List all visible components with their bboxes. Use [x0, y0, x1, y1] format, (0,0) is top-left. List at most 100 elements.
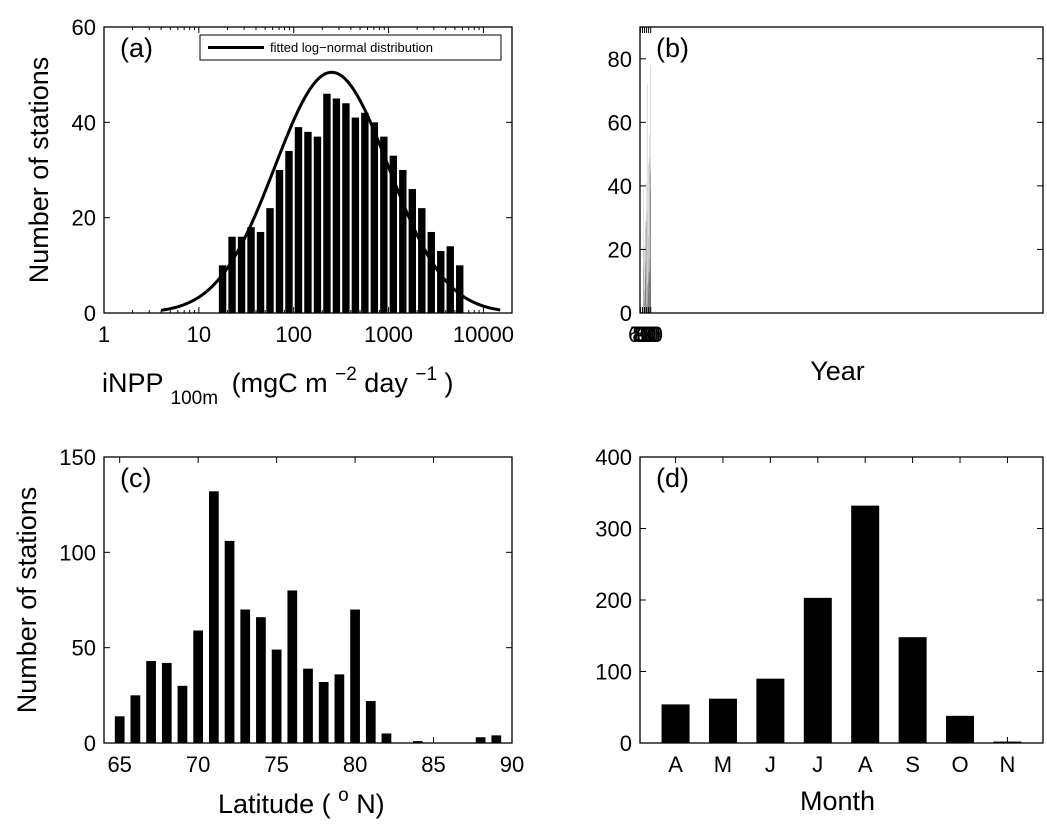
latitude-bar: [365, 701, 376, 743]
legend-a: fitted log−normal distribution: [199, 34, 502, 61]
month-label: A: [668, 752, 683, 777]
x-tick-label: 80: [343, 752, 367, 777]
histogram-bar: [380, 136, 388, 313]
x-axis-label-a-sub: 100m: [171, 388, 219, 409]
x-axis-label-b: Year: [810, 356, 865, 386]
latitude-bar: [271, 649, 282, 743]
y-axis-label-c: Number of stations: [12, 487, 42, 714]
panel-d-ticks: A M J J A S O N 0 100 200 300 400: [595, 445, 1043, 777]
panel-d-frame: [639, 456, 1044, 744]
panel-c-frame: [103, 456, 513, 744]
y-tick-label: 100: [595, 660, 632, 685]
latitude-bar: [334, 674, 345, 743]
panel-c: 65 70 75 80 85 90 0 50 100 150 (c) Number of stat…: [12, 445, 524, 819]
x-axis-label-c-sup: o: [338, 785, 349, 806]
panel-a-frame: [103, 26, 513, 314]
histogram-bar: [427, 231, 435, 313]
latitude-bar: [381, 733, 392, 743]
x-axis-label-a-exp1: −2: [335, 364, 357, 385]
month-bar: [661, 704, 690, 743]
y-tick-label: 40: [72, 110, 96, 135]
panel-c-ticks: 65 70 75 80 85 90 0 50 100 150: [59, 445, 524, 777]
x-tick-label: 1000: [364, 322, 413, 347]
histogram-bar: [408, 189, 416, 313]
y-tick-label: 0: [84, 301, 96, 326]
histogram-bar: [399, 170, 407, 313]
histogram-bar: [323, 93, 331, 313]
y-tick-label: 400: [595, 445, 632, 470]
histogram-bar: [389, 155, 398, 313]
y-tick-label: 50: [72, 636, 96, 661]
histogram-bar: [247, 227, 255, 313]
y-tick-label: 200: [595, 588, 632, 613]
latitude-bar: [303, 668, 313, 743]
latitude-bar: [412, 741, 423, 743]
month-label: J: [812, 752, 823, 777]
x-tick-label: 75: [264, 752, 288, 777]
x-tick-label: 65: [107, 752, 131, 777]
latitude-bar: [193, 630, 204, 743]
month-label: O: [951, 752, 968, 777]
month-bar: [708, 698, 737, 743]
latitude-bar: [208, 491, 219, 743]
x-axis-label-c: Latitude ( o N): [218, 777, 385, 819]
histogram-bar: [275, 170, 284, 313]
latitude-bar: [130, 695, 141, 743]
month-bar: [851, 505, 880, 743]
histogram-bar: [294, 127, 303, 313]
histogram-bar: [304, 131, 312, 313]
x-axis-label-a-mid: day: [364, 368, 408, 398]
fitted-curve-a: [160, 70, 501, 312]
x-axis-label-a-close: ): [445, 368, 454, 398]
x-tick-label: 10: [187, 322, 211, 347]
x-tick-label: 70: [630, 322, 654, 347]
y-tick-label: 20: [72, 206, 96, 231]
panel-b-bars: [640, 65, 651, 313]
histogram-bar: [437, 251, 445, 313]
y-tick-label: 0: [620, 301, 632, 326]
y-tick-label: 20: [608, 237, 632, 262]
panel-d-bars: [661, 505, 1022, 743]
latitude-bar: [256, 617, 266, 743]
histogram-bar: [370, 122, 379, 313]
x-tick-label: 10: [638, 322, 662, 347]
y-tick-label: 60: [608, 110, 632, 135]
x-tick-label: 1: [98, 322, 110, 347]
panel-a: 1 10 100 1000 10000 0 20 40 60 (a) fitted log−no…: [24, 15, 515, 410]
latitude-bar: [475, 737, 486, 743]
x-tick-label: 90: [634, 322, 658, 347]
y-axis-label-a: Number of stations: [24, 57, 54, 284]
x-tick-label: 80: [632, 322, 656, 347]
x-tick-label: 70: [186, 752, 210, 777]
histogram-bar: [228, 236, 236, 313]
y-tick-label: 40: [608, 174, 632, 199]
latitude-bar: [240, 609, 251, 743]
panel-d: A M J J A S O N 0 100 200 300 400 (d) Month: [595, 445, 1044, 816]
x-tick-label: 00: [636, 322, 660, 347]
histogram-bar: [313, 136, 322, 313]
month-bar: [803, 597, 832, 743]
panel-c-bars: [114, 491, 502, 743]
histogram-bar: [256, 231, 265, 313]
panel-a-bars: [218, 93, 464, 314]
x-tick-label: 10000: [453, 322, 514, 347]
histogram-bar: [351, 117, 360, 313]
latitude-bar: [350, 609, 360, 743]
month-label: A: [858, 752, 873, 777]
histogram-bar: [237, 236, 246, 313]
panel-a-ticks: 1 10 100 1000 10000 0 20 40 60: [72, 15, 515, 347]
histogram-bar: [285, 150, 293, 313]
legend-label: fitted log−normal distribution: [270, 40, 433, 55]
x-axis-label-a-unit: (mgC m: [232, 368, 328, 398]
latitude-bar: [318, 681, 329, 743]
x-axis-label-a: iNPP 100m (mgC m −2 day −1 ): [102, 356, 454, 410]
panel-b-label: (b): [656, 33, 689, 63]
month-bar: [756, 678, 785, 743]
latitude-bar: [491, 735, 502, 743]
histogram-bar: [342, 103, 350, 314]
y-tick-label: 100: [59, 540, 96, 565]
y-tick-label: 150: [59, 445, 96, 470]
histogram-bar: [218, 265, 227, 313]
